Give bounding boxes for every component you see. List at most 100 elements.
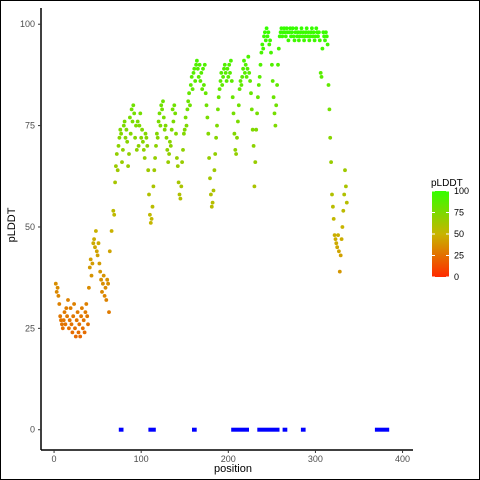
gap-marker <box>300 427 306 432</box>
data-point <box>200 87 205 91</box>
data-point <box>276 62 280 67</box>
data-point <box>194 62 199 67</box>
data-point <box>220 83 225 87</box>
data-point <box>77 322 82 327</box>
data-point <box>166 160 171 165</box>
data-point <box>339 237 344 242</box>
data-point <box>127 115 132 120</box>
data-point <box>319 75 324 79</box>
data-point <box>179 184 184 189</box>
data-point <box>333 237 338 242</box>
data-point <box>247 71 252 75</box>
x-tick-label: 400 <box>395 454 410 464</box>
data-point <box>232 131 237 136</box>
data-point <box>270 62 274 67</box>
data-point <box>238 79 243 83</box>
data-point <box>155 135 160 140</box>
data-point <box>344 184 348 189</box>
data-point <box>209 192 213 197</box>
data-point <box>205 115 210 120</box>
data-point <box>137 123 142 128</box>
data-point <box>85 314 90 319</box>
data-point <box>284 26 289 31</box>
data-point <box>53 281 58 286</box>
data-point <box>56 294 61 298</box>
data-point <box>156 119 161 124</box>
data-point <box>338 253 343 258</box>
data-point <box>104 298 109 302</box>
data-point <box>82 330 87 335</box>
data-point <box>269 50 273 55</box>
data-point <box>211 188 216 193</box>
data-point <box>107 310 111 314</box>
data-point <box>195 66 200 71</box>
data-point <box>311 30 316 35</box>
data-point <box>249 107 254 112</box>
data-point <box>109 229 114 233</box>
data-point <box>224 79 229 83</box>
data-point <box>143 131 148 136</box>
data-point <box>305 34 310 39</box>
data-point <box>240 75 245 79</box>
data-point <box>337 269 342 274</box>
data-point <box>175 164 180 169</box>
gap-marker <box>282 427 288 432</box>
x-tick-label: 200 <box>221 454 236 464</box>
data-point <box>115 168 120 173</box>
data-point <box>168 144 173 148</box>
data-point <box>239 83 244 87</box>
data-point <box>290 30 294 35</box>
data-point <box>243 62 248 67</box>
data-point <box>320 46 325 51</box>
data-point <box>55 285 60 290</box>
legend-ticks: 0 25 50 75 100 <box>432 186 469 282</box>
data-point <box>114 152 119 156</box>
data-point <box>152 168 157 173</box>
data-point <box>105 277 110 282</box>
data-point <box>330 192 334 197</box>
data-point <box>267 42 272 47</box>
data-point <box>324 30 328 35</box>
data-point <box>229 58 233 63</box>
data-point <box>118 127 123 132</box>
data-point <box>198 79 203 83</box>
data-point <box>218 79 223 83</box>
data-point <box>161 99 165 104</box>
data-point <box>210 200 215 205</box>
legend-tick-label: 0 <box>454 272 459 282</box>
data-point <box>129 107 134 112</box>
data-point <box>329 160 333 165</box>
data-point <box>201 66 205 71</box>
data-point <box>147 192 151 197</box>
data-point <box>127 152 131 156</box>
data-point <box>298 30 303 35</box>
data-point <box>103 285 108 290</box>
legend-colorbar <box>432 191 449 277</box>
legend-tick-label: 25 <box>454 251 464 261</box>
data-point <box>252 184 257 189</box>
data-point <box>306 30 311 35</box>
data-point <box>92 237 96 242</box>
data-point <box>226 75 231 79</box>
gap-marker <box>257 427 280 432</box>
data-point <box>155 131 159 136</box>
data-point <box>324 34 329 39</box>
data-point <box>197 62 202 67</box>
data-point <box>244 75 249 79</box>
data-point <box>310 34 315 39</box>
data-point <box>229 79 234 83</box>
data-point <box>293 30 298 35</box>
data-point <box>263 38 268 43</box>
data-point <box>94 249 99 254</box>
y-axis-title: pLDDT <box>6 207 18 242</box>
data-point <box>286 38 291 43</box>
data-point <box>172 103 177 108</box>
data-point <box>174 131 178 136</box>
color-legend: pLDDT 0 25 50 75 100 <box>431 178 469 282</box>
gap-marker <box>148 427 156 432</box>
data-point <box>223 71 228 75</box>
data-point <box>203 91 208 96</box>
data-point <box>260 42 265 47</box>
data-point <box>243 71 247 75</box>
data-point <box>124 127 129 132</box>
